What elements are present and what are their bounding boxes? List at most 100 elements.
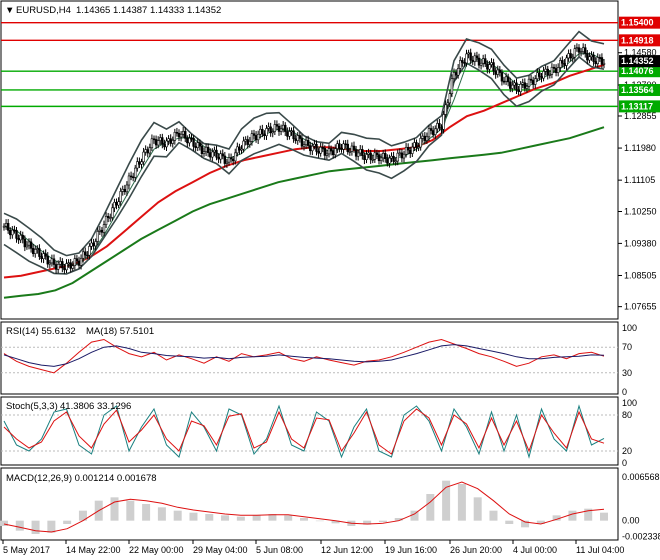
candle-body <box>577 47 581 53</box>
candle-body <box>454 72 458 76</box>
indicator-tick-label: 80 <box>622 410 632 420</box>
macd-hist-bar <box>473 497 482 521</box>
candle-body <box>123 188 127 193</box>
time-tick-label: 19 Jun 16:00 <box>385 545 437 555</box>
candle-body <box>563 63 566 66</box>
candle-body <box>404 146 408 155</box>
candle-body <box>221 153 224 157</box>
candle-body <box>361 149 364 156</box>
indicator-tick-label: 30 <box>622 368 632 378</box>
candle-body <box>13 229 16 232</box>
candle-body <box>561 60 564 64</box>
macd-hist-bar <box>173 510 182 521</box>
candle-body <box>569 53 572 59</box>
candle-body <box>181 131 185 135</box>
candle-body <box>236 146 239 154</box>
candle-body <box>467 52 470 55</box>
candle-body <box>471 59 474 62</box>
candle-body <box>165 140 168 148</box>
candle-body <box>540 76 543 79</box>
candle-body <box>363 155 366 160</box>
candle-body <box>56 264 60 270</box>
candle-body <box>36 248 39 250</box>
candle-body <box>67 262 70 265</box>
candle-body <box>127 175 131 186</box>
candle-body <box>461 60 464 63</box>
candle-body <box>275 124 279 127</box>
candle-body <box>150 138 154 149</box>
candle-body <box>590 54 593 58</box>
candle-body <box>398 152 402 155</box>
candle-body <box>265 128 268 137</box>
candle-body <box>146 149 149 154</box>
candle-body <box>465 53 468 64</box>
price-tick-label: 1.12855 <box>624 111 657 121</box>
candle-body <box>496 69 499 75</box>
macd-panel[interactable] <box>0 467 619 541</box>
candle-body <box>506 76 510 83</box>
candle-body <box>481 58 485 64</box>
candle-body <box>579 51 583 53</box>
candle-body <box>59 261 62 265</box>
candle-body <box>19 234 22 241</box>
candle-body <box>209 152 212 158</box>
candle-body <box>171 140 174 144</box>
candle-body <box>167 138 170 142</box>
candle-body <box>138 161 141 165</box>
candle-body <box>90 242 93 247</box>
candle-body <box>4 223 8 227</box>
candle-body <box>279 128 283 132</box>
candle-body <box>334 148 337 156</box>
stoch-panel[interactable] <box>0 396 619 466</box>
level-badge-label: 1.14076 <box>621 66 654 76</box>
time-tick-label: 12 Jun 12:00 <box>321 545 373 555</box>
candle-body <box>129 175 133 178</box>
candle-body <box>125 184 129 193</box>
candle-body <box>154 139 158 146</box>
candle-body <box>304 139 308 146</box>
candle-body <box>406 146 410 151</box>
candle-body <box>40 256 43 260</box>
candle-body <box>248 141 252 145</box>
candle-body <box>344 143 347 146</box>
candle-body <box>300 138 304 147</box>
time-tick-label: 4 Jul 00:00 <box>513 545 557 555</box>
candle-body <box>350 145 354 152</box>
candle-body <box>286 131 289 137</box>
candle-body <box>131 176 135 179</box>
candle-body <box>502 80 506 83</box>
candle-body <box>261 128 264 135</box>
candle-body <box>202 151 206 154</box>
candle-body <box>204 146 208 153</box>
candle-body <box>119 191 122 202</box>
candle-body <box>321 146 324 149</box>
indicator-tick-label: 70 <box>622 342 632 352</box>
candle-body <box>342 143 345 150</box>
indicator-tick-label: -0.002338 <box>622 531 660 541</box>
candle-body <box>346 143 349 152</box>
candle-body <box>411 146 414 154</box>
candle-body <box>206 146 210 153</box>
time-tick-label: 22 May 00:00 <box>129 545 184 555</box>
macd-hist-bar <box>378 520 387 522</box>
candle-body <box>592 54 595 62</box>
candle-body <box>134 167 137 178</box>
candle-body <box>161 137 164 145</box>
candle-body <box>77 260 81 266</box>
level-badge <box>619 34 660 47</box>
candle-body <box>73 258 77 266</box>
price-tick-label: 1.07655 <box>624 302 657 312</box>
candle-body <box>271 131 274 134</box>
price-panel[interactable] <box>0 0 619 320</box>
stoch-label: Stoch(5,3,3) <box>6 401 58 412</box>
candle-body <box>556 67 560 73</box>
rsi-label: RSI(14) 55.6132 <box>6 326 76 337</box>
candle-body <box>519 83 522 92</box>
candle-body <box>386 158 389 164</box>
macd-hist-bar <box>142 504 151 521</box>
time-tick-label: 26 Jun 20:00 <box>450 545 502 555</box>
candle-body <box>336 143 339 149</box>
candle-body <box>379 157 383 161</box>
candle-body <box>392 155 395 162</box>
